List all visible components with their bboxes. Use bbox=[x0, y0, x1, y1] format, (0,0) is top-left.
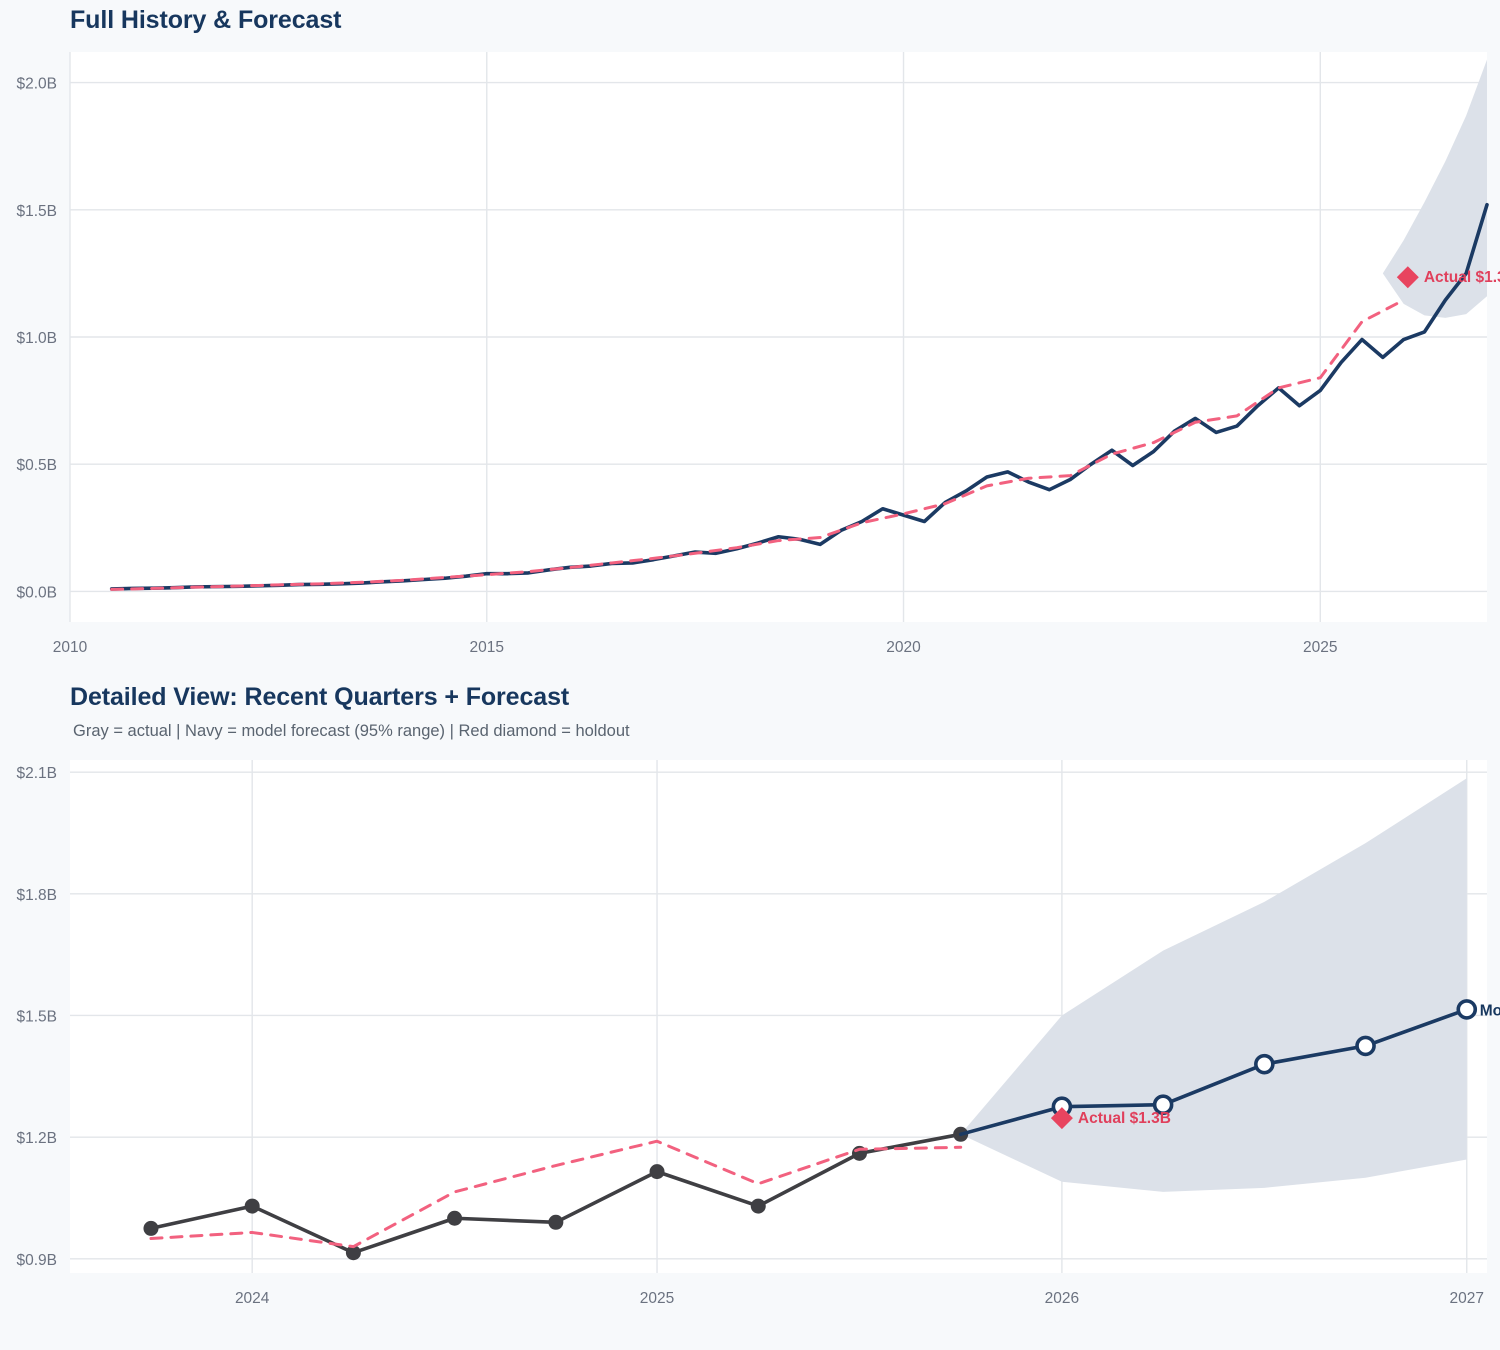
y-axis-tick-label: $1.8B bbox=[16, 887, 57, 904]
y-axis-tick-label: $1.5B bbox=[16, 1008, 57, 1025]
holdout-diamond-marker[interactable] bbox=[1396, 266, 1419, 289]
y-axis-tick-label: $0.0B bbox=[16, 584, 57, 601]
forecast-data-point[interactable] bbox=[1456, 999, 1478, 1020]
y-axis-tick-label: $1.2B bbox=[16, 1130, 57, 1147]
holdout-annotation-label: Actual $1.3B bbox=[1078, 1110, 1171, 1127]
x-axis-tick-label: 2026 bbox=[1045, 1290, 1079, 1307]
x-axis-tick-label: 2025 bbox=[640, 1290, 674, 1307]
y-axis-tick-label: $1.0B bbox=[16, 330, 57, 347]
y-axis-tick-label: $2.1B bbox=[16, 765, 57, 782]
full-history-chart-panel: Full History & Forecast Actual $1.3B $0.0… bbox=[16, 6, 1500, 656]
actual-data-point[interactable] bbox=[447, 1210, 463, 1226]
series-line-1 bbox=[110, 298, 1406, 591]
forecast-confidence-band bbox=[960, 778, 1467, 1192]
x-axis-tick-label: 2027 bbox=[1450, 1290, 1484, 1307]
detailed-view-title: Detailed View: Recent Quarters + Forecas… bbox=[70, 683, 570, 711]
forecast-data-point[interactable] bbox=[1355, 1035, 1376, 1057]
forecast-data-point[interactable] bbox=[1152, 1094, 1174, 1116]
full-history-chart-svg: Actual $1.3B $0.0B $0.5B $1.0B $1.5B $2.0B 201… bbox=[16, 52, 1500, 656]
page-title: Full History & Forecast bbox=[70, 6, 342, 34]
actual-data-point[interactable] bbox=[244, 1198, 260, 1214]
forecast-data-point[interactable] bbox=[1254, 1053, 1275, 1075]
y-axis-tick-label: $0.5B bbox=[16, 457, 57, 474]
actual-data-point[interactable] bbox=[345, 1245, 361, 1261]
x-axis-tick-label: 2020 bbox=[886, 639, 921, 656]
detailed-view-chart-panel: Detailed View: Recent Quarters + Forecas… bbox=[0, 675, 1500, 1350]
y-axis-tick-label: $0.9B bbox=[16, 1252, 57, 1269]
actual-data-point[interactable] bbox=[548, 1214, 564, 1230]
forecast-confidence-band bbox=[1382, 59, 1487, 318]
holdout-annotation-label: Actual $1.3B bbox=[1424, 269, 1500, 286]
y-axis-tick-label: $2.0B bbox=[16, 76, 57, 93]
x-axis-tick-label: 2025 bbox=[1303, 639, 1337, 656]
actual-data-point[interactable] bbox=[649, 1164, 665, 1180]
actual-data-point[interactable] bbox=[750, 1198, 766, 1214]
actual-data-point[interactable] bbox=[143, 1220, 159, 1236]
series-line-2 bbox=[958, 1007, 1469, 1137]
x-axis-tick-label: 2010 bbox=[53, 639, 88, 656]
detailed-view-subtitle: Gray = actual | Navy = model forecast (9… bbox=[73, 722, 630, 740]
model-endpoint-label: Model bbox=[1480, 1002, 1500, 1019]
y-axis-tick-label: $1.5B bbox=[16, 203, 57, 220]
holdout-diamond-marker[interactable] bbox=[1050, 1107, 1073, 1130]
x-axis-tick-label: 2024 bbox=[235, 1290, 270, 1307]
detailed-view-chart-svg: Actual $1.3B Model $0.9B $1.2B $1.5B $1.8B $2.… bbox=[16, 760, 1500, 1307]
x-axis-tick-label: 2015 bbox=[470, 639, 504, 656]
series-line-1 bbox=[149, 1139, 963, 1249]
